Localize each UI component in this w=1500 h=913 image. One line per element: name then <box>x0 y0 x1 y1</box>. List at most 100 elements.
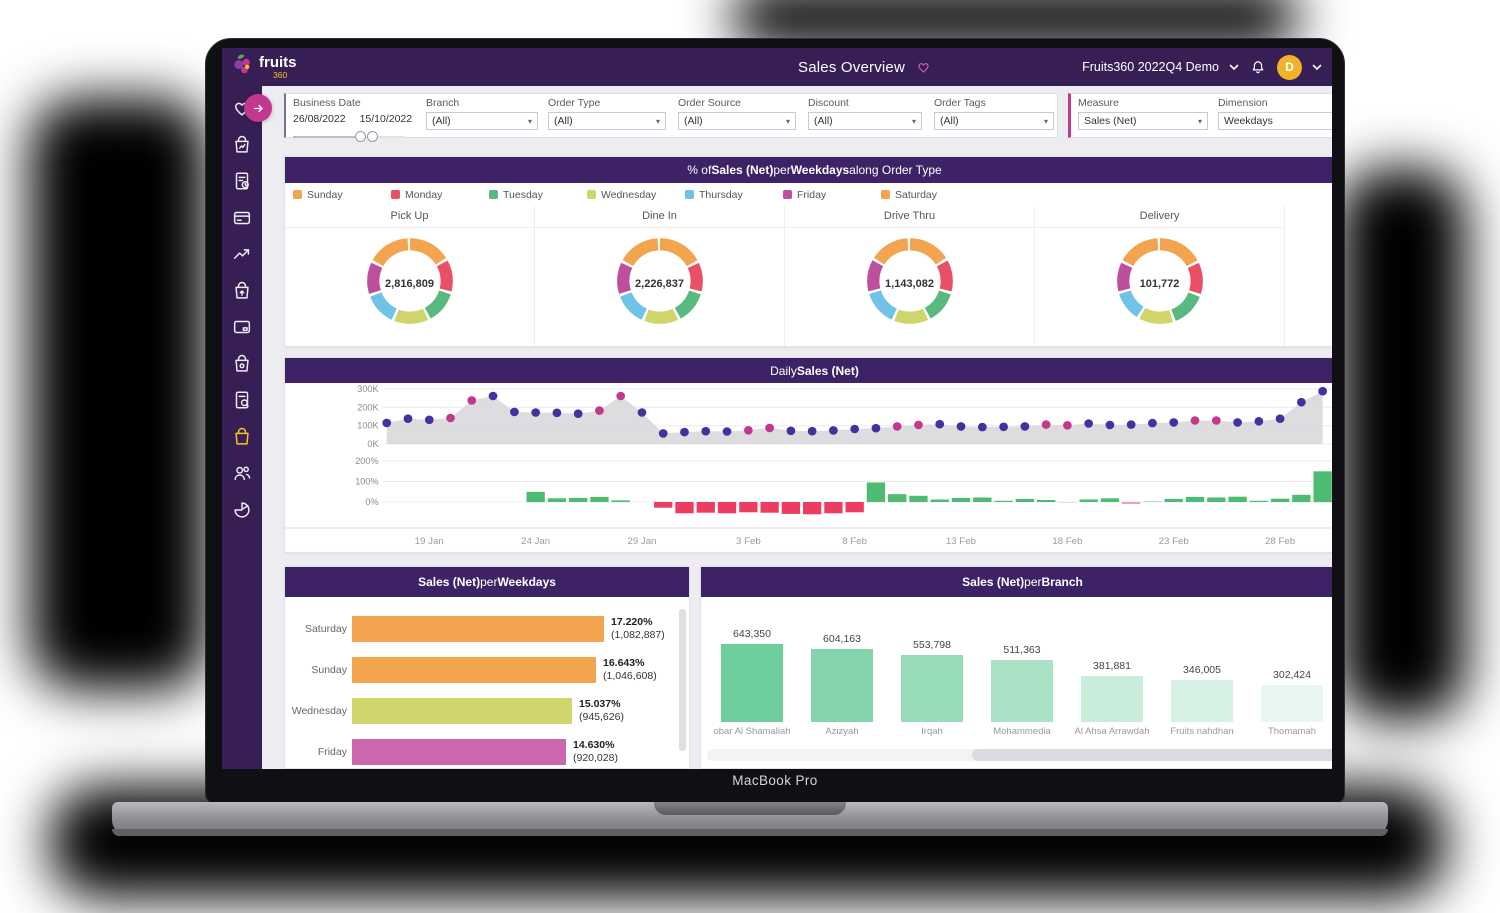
sidebar-item-bag-plain-icon[interactable] <box>231 353 253 375</box>
sidebar-item-card-alt-icon[interactable] <box>231 316 253 338</box>
svg-text:8 Feb: 8 Feb <box>842 536 867 547</box>
bar-category-label: Irqah <box>921 726 943 737</box>
page-title: Sales Overview <box>798 58 906 76</box>
bar-total-label: (1,046,608) <box>603 669 657 682</box>
select-value: (All) <box>940 115 959 127</box>
device-label: MacBook Pro <box>732 773 818 788</box>
bar-category-label: obar Al Shamaliah <box>713 726 791 737</box>
slider-handle-left[interactable] <box>355 131 366 142</box>
filter-order-type: Order Type (All) ▾ <box>548 97 666 130</box>
branch-bar-column: 346,005 Fruits nahdhan <box>1157 664 1247 737</box>
measure-select[interactable]: Sales (Net) ▾ <box>1078 112 1208 130</box>
caret-down-icon: ▾ <box>655 116 660 126</box>
filter-select[interactable]: (All) ▾ <box>934 112 1054 130</box>
donut-column-delivery: Delivery 101,772 <box>1035 206 1285 346</box>
sidebar-item-users-icon[interactable] <box>231 462 253 484</box>
branch-bar-column: 643,350 obar Al Shamaliah <box>707 628 797 737</box>
sidebar-item-report-clock-icon[interactable] <box>231 170 253 192</box>
measure-panel: Measure Sales (Net) ▾ Dimension Weekdays… <box>1068 93 1332 138</box>
brand-logo[interactable]: fruits 360 <box>222 53 297 82</box>
panel-title: Sales (Net) per Weekdays <box>285 567 689 597</box>
logo-sub-text: 360 <box>273 69 288 80</box>
sidebar-item-card-icon[interactable] <box>231 207 253 229</box>
bar-percent-label: 14.630% <box>573 739 615 752</box>
legend-item-thursday[interactable]: Thursday <box>685 189 783 201</box>
filter-select[interactable]: (All) ▾ <box>426 112 538 130</box>
bar-category-label: Sunday <box>311 663 347 676</box>
chevron-down-icon[interactable] <box>1229 64 1239 71</box>
chevron-down-icon[interactable] <box>1312 64 1322 71</box>
daily-sales-panel: Daily Sales (Net) 300K 200K 100K 0K 200% 100%… <box>284 357 1332 553</box>
filter-select[interactable]: (All) ▾ <box>548 112 666 130</box>
laptop-notch <box>654 802 846 815</box>
weekday-bar-row-sunday: Sunday 16.643% (1,046,608) <box>285 649 689 690</box>
sidebar-item-bag-up-icon[interactable] <box>231 280 253 302</box>
bar-value-label: 381,881 <box>1093 660 1131 672</box>
workspace-selector[interactable]: Fruits360 2022Q4 Demo <box>1082 60 1219 74</box>
legend-item-sunday[interactable]: Sunday <box>293 189 391 201</box>
branch-columns: 643,350 obar Al Shamaliah 604,163 Azizyah 55… <box>707 603 1332 737</box>
sidebar-item-bag-highlight-icon[interactable] <box>231 426 253 448</box>
sidebar-item-trend-icon[interactable] <box>231 243 253 265</box>
donut-total: 101,772 <box>1139 277 1180 290</box>
date-range-slider[interactable] <box>293 131 405 142</box>
slider-handle-right[interactable] <box>367 131 378 142</box>
svg-text:100%: 100% <box>355 477 378 487</box>
bar-category-label: Al Ahsa Arrawdah <box>1074 726 1150 737</box>
legend-swatch <box>587 190 596 199</box>
filter-select[interactable]: (All) ▾ <box>808 112 922 130</box>
donut-column-dine-in: Dine In 2,226,837 <box>535 206 785 346</box>
bar-category-label: Mohammedia <box>993 726 1051 737</box>
select-value: Sales (Net) <box>1084 115 1137 127</box>
sidebar-expand-button[interactable] <box>244 94 272 122</box>
filter-label: Order Source <box>678 97 742 109</box>
bar-value-label: 346,005 <box>1183 664 1221 676</box>
svg-text:0K: 0K <box>367 439 378 449</box>
svg-text:24 Jan: 24 Jan <box>521 536 550 547</box>
svg-text:29 Jan: 29 Jan <box>627 536 656 547</box>
donut-total: 2,816,809 <box>385 277 434 290</box>
legend-item-friday[interactable]: Friday <box>783 189 881 201</box>
filter-branch: Branch (All) ▾ <box>426 97 538 130</box>
svg-text:19 Jan: 19 Jan <box>415 536 444 547</box>
filter-label: Discount <box>808 97 849 109</box>
notifications-bell-icon[interactable] <box>1249 58 1267 77</box>
donut-title: Delivery <box>1035 206 1284 228</box>
avatar[interactable]: D <box>1277 54 1302 80</box>
legend-item-wednesday[interactable]: Wednesday <box>587 189 685 201</box>
sidebar-item-pie-icon[interactable] <box>231 499 253 521</box>
filter-label: Dimension <box>1218 97 1268 109</box>
bar <box>1081 676 1143 722</box>
filter-discount: Discount (All) ▾ <box>808 97 922 130</box>
horizontal-scrollbar-thumb[interactable] <box>972 749 1332 761</box>
select-value: (All) <box>554 115 573 127</box>
bar <box>1261 685 1323 722</box>
legend-item-monday[interactable]: Monday <box>391 189 489 201</box>
bar <box>352 656 596 683</box>
horizontal-scrollbar[interactable] <box>707 749 1332 761</box>
legend-item-tuesday[interactable]: Tuesday <box>489 189 587 201</box>
sales-per-branch-panel: Sales (Net) per Branch 643,350 obar Al Sh… <box>700 566 1332 769</box>
legend-swatch <box>881 190 890 199</box>
donut-column-pick-up: Pick Up 2,816,809 <box>285 206 535 346</box>
favorite-heart-icon[interactable] <box>915 59 932 75</box>
bar-percent-label: 17.220% <box>611 616 653 629</box>
bar <box>991 660 1053 722</box>
filter-select[interactable]: (All) ▾ <box>678 112 796 130</box>
bar-category-label: Fruits nahdhan <box>1170 726 1234 737</box>
dimension-select[interactable]: Weekdays ▾ <box>1218 112 1332 130</box>
legend-label: Tuesday <box>503 188 543 201</box>
sidebar-item-report-search-icon[interactable] <box>231 389 253 411</box>
caret-down-icon: ▾ <box>785 116 790 126</box>
legend-item-saturday[interactable]: Saturday <box>881 189 979 201</box>
donut-title: Drive Thru <box>785 206 1034 228</box>
select-value: (All) <box>684 115 703 127</box>
svg-text:300K: 300K <box>357 384 378 394</box>
bar-total-label: (920,028) <box>573 751 618 764</box>
vertical-scrollbar-thumb[interactable] <box>679 609 686 751</box>
measure-filter: Measure Sales (Net) ▾ <box>1078 97 1208 130</box>
bar <box>811 649 873 722</box>
sidebar-item-bag-chart-icon[interactable] <box>231 134 253 156</box>
order-type-share-panel: % of Sales (Net) per Weekdays along Orde… <box>284 156 1332 347</box>
weekday-bar-row-wednesday: Wednesday 15.037% (945,626) <box>285 690 689 731</box>
